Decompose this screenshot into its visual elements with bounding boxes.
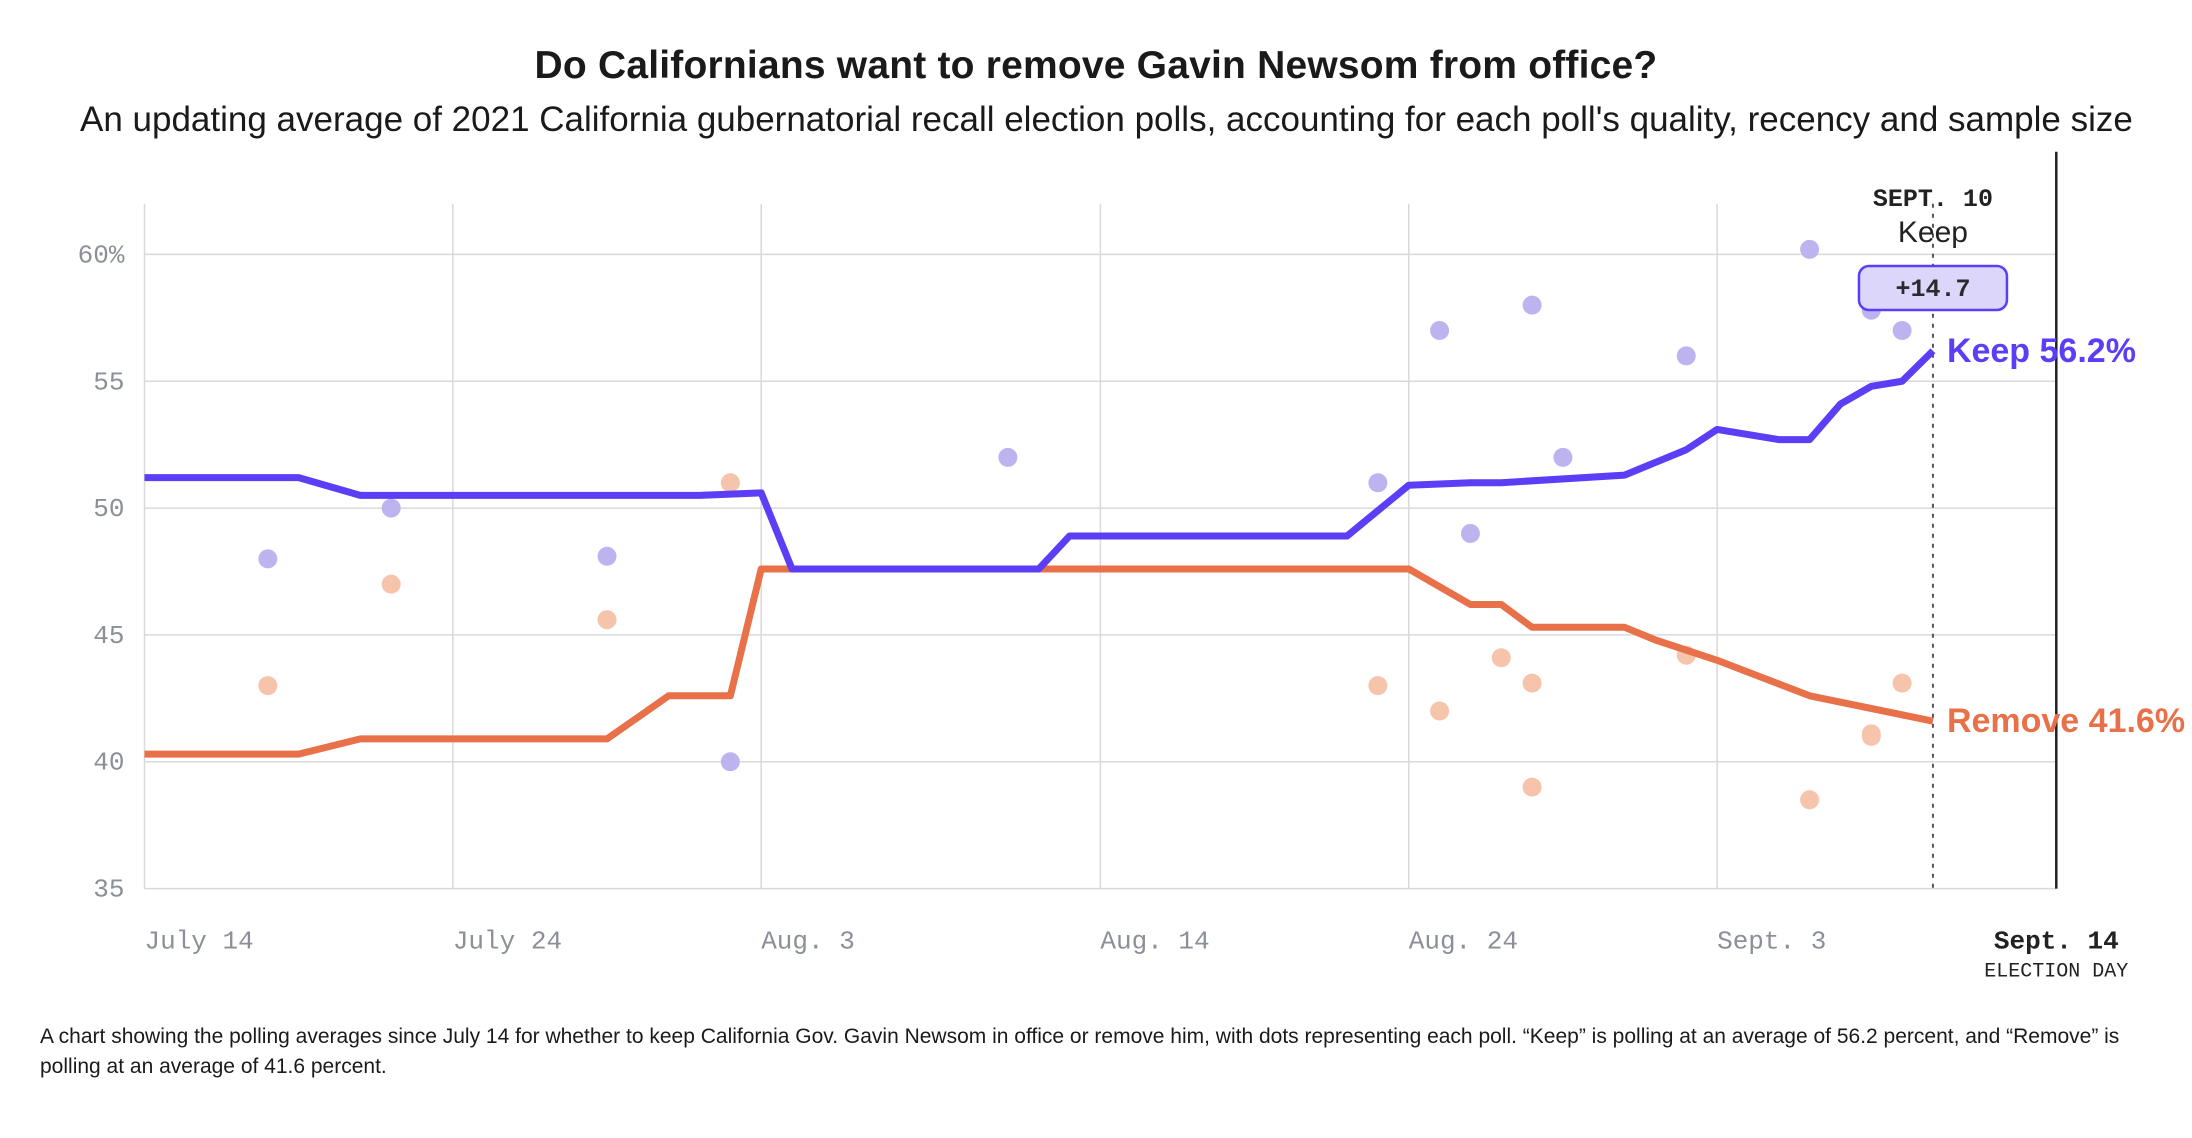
svg-text:Sept. 3: Sept. 3: [1717, 927, 1826, 957]
svg-text:July 14: July 14: [144, 927, 253, 957]
svg-text:35: 35: [93, 875, 124, 905]
svg-text:Aug. 3: Aug. 3: [761, 927, 855, 957]
svg-text:Aug. 24: Aug. 24: [1409, 927, 1518, 957]
svg-text:July 24: July 24: [453, 927, 562, 957]
svg-text:60%: 60%: [78, 240, 125, 270]
svg-text:Keep 56.2%: Keep 56.2%: [1947, 332, 2136, 370]
svg-text:SEPT. 10: SEPT. 10: [1873, 185, 1993, 214]
svg-text:45: 45: [93, 621, 124, 651]
svg-text:55: 55: [93, 367, 124, 397]
svg-text:50: 50: [93, 494, 124, 524]
svg-text:ELECTION DAY: ELECTION DAY: [1984, 961, 2128, 984]
svg-text:40: 40: [93, 748, 124, 778]
svg-text:Sept. 14: Sept. 14: [1994, 927, 2119, 957]
svg-text:Aug. 14: Aug. 14: [1100, 927, 1209, 957]
svg-text:Remove 41.6%: Remove 41.6%: [1947, 702, 2185, 740]
svg-text:+14.7: +14.7: [1895, 275, 1970, 304]
svg-text:Keep: Keep: [1898, 216, 1968, 249]
